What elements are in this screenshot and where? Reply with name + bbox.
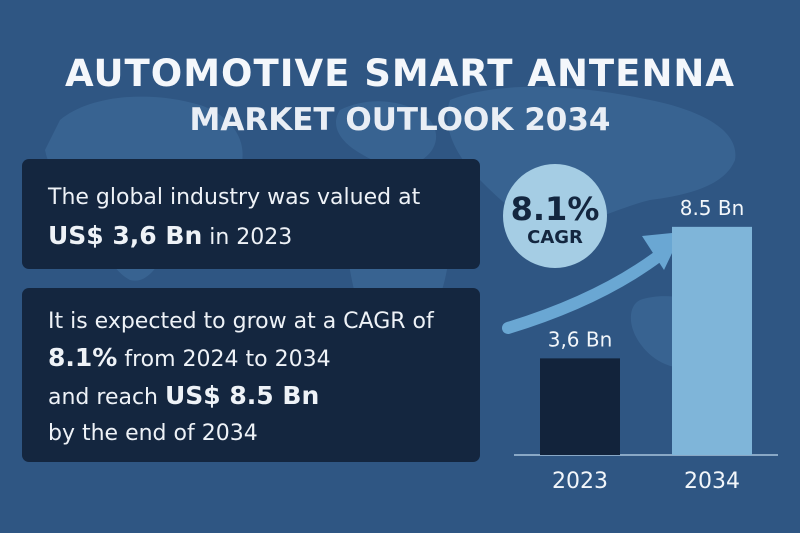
cagr-badge: 8.1% CAGR [503,164,607,268]
category-label-2034: 2034 [684,469,740,494]
title-line-1: AUTOMOTIVE SMART ANTENNA [64,52,736,95]
growth-cagr-line: 8.1% from 2024 to 2034 [48,340,480,378]
category-label-2023: 2023 [552,469,608,494]
valuation-line: US$ 3,6 Bn in 2023 [48,217,480,257]
valuation-year: in 2023 [209,225,293,250]
growth-reach-prefix: and reach [48,385,158,410]
cagr-badge-value: 8.1% [510,190,600,228]
value-label-2034: 8.5 Bn [680,196,745,220]
growth-period: from 2024 to 2034 [124,347,331,372]
growth-reach-value: US$ 8.5 Bn [165,381,320,410]
bar-2023 [540,358,620,455]
bar-2034 [672,226,752,455]
valuation-panel: The global industry was valued at US$ 3,… [22,159,480,269]
growth-intro: It is expected to grow at a CAGR of [48,309,434,334]
value-label-2023: 3,6 Bn [548,327,613,351]
title-line-2: MARKET OUTLOOK 2034 [189,102,611,138]
valuation-intro: The global industry was valued at [48,185,421,210]
growth-cagr-value: 8.1% [48,343,118,372]
growth-end-line: by the end of 2034 [48,421,258,446]
cagr-badge-label: CAGR [527,227,583,248]
growth-panel: It is expected to grow at a CAGR of 8.1%… [22,288,480,462]
valuation-value: US$ 3,6 Bn [48,221,203,250]
growth-reach-line: and reach US$ 8.5 Bn [48,378,480,416]
